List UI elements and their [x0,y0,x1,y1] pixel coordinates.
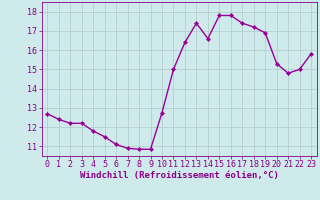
X-axis label: Windchill (Refroidissement éolien,°C): Windchill (Refroidissement éolien,°C) [80,171,279,180]
